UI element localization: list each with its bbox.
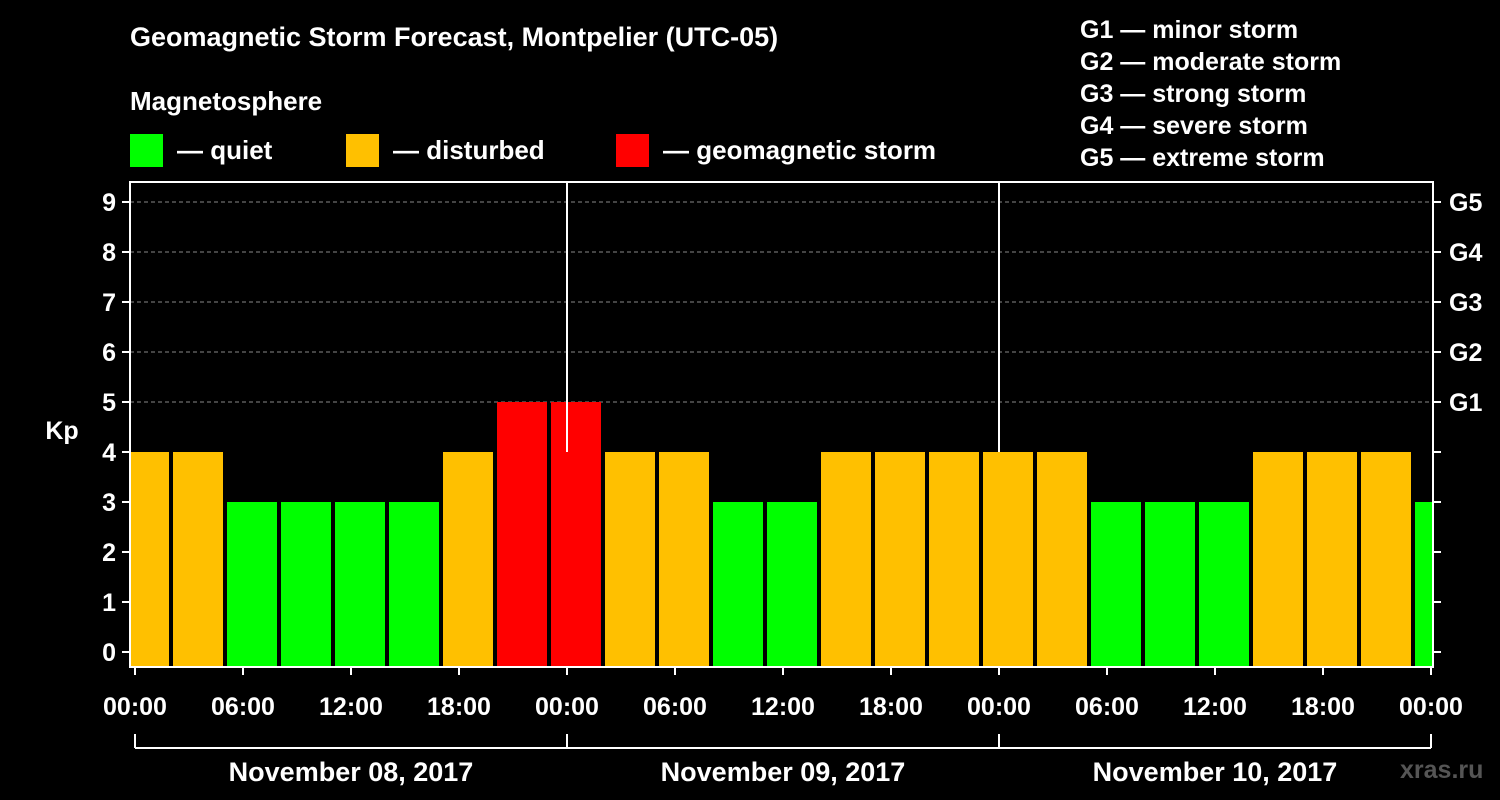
kp-bar-disturbed (1037, 452, 1087, 667)
g-level-label: G1 (1449, 389, 1482, 417)
chart-title: Geomagnetic Storm Forecast, Montpelier (… (130, 22, 779, 52)
x-tick-label: 18:00 (859, 693, 923, 721)
plot-frame (129, 181, 1434, 668)
g-legend-g4: G4 — severe storm (1080, 112, 1308, 140)
kp-bar-disturbed (131, 452, 169, 667)
kp-bar-storm (497, 402, 547, 667)
kp-bar-disturbed (875, 452, 925, 667)
kp-bar-quiet (389, 502, 439, 667)
date-label: November 10, 2017 (1093, 757, 1338, 787)
watermark: xras.ru (1400, 756, 1484, 784)
y-tick-label: 7 (102, 289, 116, 317)
kp-bar-disturbed (443, 452, 493, 667)
g-legend-g2: G2 — moderate storm (1080, 48, 1342, 76)
y-tick-label: 5 (102, 389, 116, 417)
kp-bar-quiet (227, 502, 277, 667)
y-axis-label: Kp (45, 417, 78, 445)
kp-bar-quiet (713, 502, 763, 667)
y-tick-label: 3 (102, 489, 116, 517)
g-level-label: G4 (1449, 239, 1482, 267)
kp-bar-disturbed (173, 452, 223, 667)
kp-bar-disturbed (983, 452, 1033, 667)
kp-bar-disturbed (929, 452, 979, 667)
kp-bar-quiet (1199, 502, 1249, 667)
x-tick-label: 06:00 (1075, 693, 1139, 721)
x-tick-label: 12:00 (1183, 693, 1247, 721)
x-tick-label: 18:00 (1291, 693, 1355, 721)
g-scale-legend: G1 — minor storm G2 — moderate storm G3 … (1080, 14, 1341, 174)
g-legend-g1: G1 — minor storm (1080, 16, 1299, 44)
x-tick-label: 00:00 (535, 693, 599, 721)
x-tick-label: 12:00 (751, 693, 815, 721)
x-tick-label: 12:00 (319, 693, 383, 721)
g-legend-g3: G3 — strong storm (1080, 80, 1307, 108)
kp-bar-disturbed (1361, 452, 1411, 667)
g-legend-g5: G5 — extreme storm (1080, 144, 1325, 172)
kp-bar-quiet (767, 502, 817, 667)
g-level-label: G5 (1449, 189, 1482, 217)
x-tick-label: 00:00 (103, 693, 167, 721)
legend-heading: Magnetosphere (130, 86, 323, 116)
kp-bar-disturbed (605, 452, 655, 667)
kp-bar-quiet (281, 502, 331, 667)
kp-bar-quiet (335, 502, 385, 667)
legend-swatch-disturbed (346, 133, 379, 167)
y-tick-label: 0 (102, 639, 116, 667)
g-level-label: G3 (1449, 289, 1482, 317)
x-tick-label: 18:00 (427, 693, 491, 721)
legend-label-disturbed: — disturbed (393, 134, 545, 165)
kp-bar-disturbed (1307, 452, 1357, 667)
kp-bar-disturbed (821, 452, 871, 667)
date-label: November 09, 2017 (661, 757, 906, 787)
kp-bar-quiet (1145, 502, 1195, 667)
y-tick-label: 4 (102, 439, 116, 467)
date-label: November 08, 2017 (229, 757, 474, 787)
kp-bar-quiet (1415, 502, 1432, 667)
legend-item-quiet: — quiet (130, 133, 272, 167)
legend-label-quiet: — quiet (177, 134, 273, 165)
x-tick-label: 06:00 (643, 693, 707, 721)
y-tick-label: 9 (102, 189, 116, 217)
kp-bar-quiet (1091, 502, 1141, 667)
g-level-label: G2 (1449, 339, 1482, 367)
legend-label-storm: — geomagnetic storm (663, 134, 937, 165)
y-tick-label: 1 (102, 589, 116, 617)
kp-bar-disturbed (659, 452, 709, 667)
kp-bar-disturbed (1253, 452, 1303, 667)
y-tick-label: 6 (102, 339, 116, 367)
legend-item-disturbed: — disturbed (346, 133, 545, 167)
bars-group (131, 402, 1432, 667)
legend-item-storm: — geomagnetic storm (616, 133, 936, 167)
x-tick-label: 06:00 (211, 693, 275, 721)
legend-swatch-storm (616, 133, 649, 167)
legend-swatch-quiet (130, 133, 163, 167)
x-tick-label: 00:00 (967, 693, 1031, 721)
y-tick-label: 2 (102, 539, 116, 567)
kp-bar-storm (551, 402, 601, 667)
y-tick-label: 8 (102, 239, 116, 267)
x-tick-label: 00:00 (1399, 693, 1463, 721)
